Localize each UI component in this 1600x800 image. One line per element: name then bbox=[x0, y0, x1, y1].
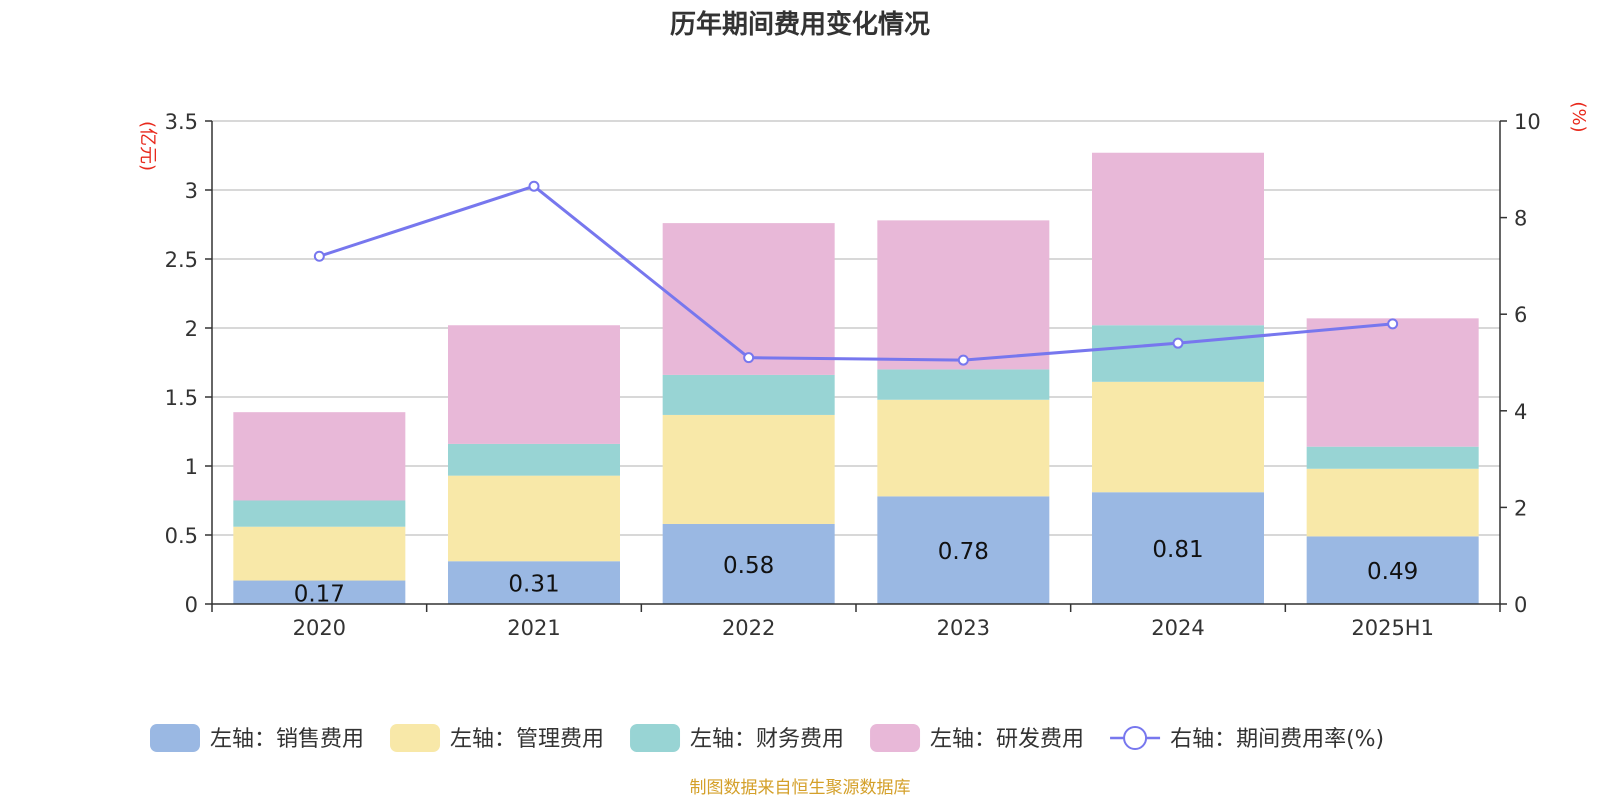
x-tick-label: 2024 bbox=[1151, 616, 1204, 640]
bar-data-label: 0.78 bbox=[938, 539, 989, 565]
x-tick-label: 2023 bbox=[937, 616, 990, 640]
bar-segment-3 bbox=[662, 374, 835, 415]
bar-segment-4 bbox=[1092, 152, 1264, 326]
bar-data-label: 0.31 bbox=[508, 572, 559, 598]
right-tick-label: 0 bbox=[1514, 593, 1527, 617]
bar-segment-2 bbox=[1092, 381, 1264, 493]
legend-swatch-marker bbox=[1123, 726, 1148, 750]
left-tick-label: 3.5 bbox=[165, 110, 198, 134]
rate-point bbox=[743, 352, 755, 364]
bar-segment-3 bbox=[877, 369, 1050, 400]
bars bbox=[233, 152, 1479, 604]
bar-segment-4 bbox=[448, 325, 620, 444]
x-tick-label: 2022 bbox=[722, 616, 775, 640]
legend-item-5[interactable]: 右轴：期间费用率(%) bbox=[1110, 726, 1384, 752]
legend-item-3[interactable]: 左轴：财务费用 bbox=[630, 724, 844, 752]
legend-swatch bbox=[390, 724, 441, 752]
legend-item-2[interactable]: 左轴：管理费用 bbox=[390, 724, 604, 752]
x-tick-label: 2020 bbox=[293, 616, 346, 640]
bar-segment-1 bbox=[448, 561, 620, 604]
rate-point bbox=[957, 354, 969, 366]
left-tick-label: 1 bbox=[185, 455, 198, 479]
left-tick-label: 0 bbox=[185, 593, 198, 617]
bar-segment-4 bbox=[877, 220, 1050, 370]
bar-labels: 0.17 0.31 0.58 0.78 0.81 0.49 bbox=[294, 537, 1419, 607]
rate-point bbox=[313, 250, 325, 262]
bar-segment-4 bbox=[662, 223, 835, 375]
legend-item-1[interactable]: 左轴：销售费用 bbox=[150, 724, 364, 752]
source-note: 制图数据来自恒生聚源数据库 bbox=[690, 778, 911, 798]
bar-segment-2 bbox=[233, 526, 406, 581]
bar-segment-1 bbox=[233, 580, 406, 604]
axes: 0 0.5 1 1.5 2 2.5 3 3.5 0 2 4 6 8 10 2020 2021 2022 2023 2… bbox=[165, 110, 1541, 640]
legend-label: 左轴：管理费用 bbox=[450, 727, 604, 752]
legend-label: 右轴：期间费用率(%) bbox=[1170, 727, 1384, 752]
bar-segment-1 bbox=[1306, 536, 1479, 604]
rate-point bbox=[1172, 337, 1184, 349]
bar-segment-1 bbox=[877, 496, 1050, 604]
rate-line bbox=[313, 180, 1399, 366]
left-tick-label: 0.5 bbox=[165, 524, 198, 548]
left-tick-label: 3 bbox=[185, 179, 198, 203]
right-axis-unit: (%) bbox=[1568, 101, 1589, 132]
bar-data-label: 0.49 bbox=[1367, 559, 1418, 585]
left-tick-label: 1.5 bbox=[165, 386, 198, 410]
bar-data-label: 0.17 bbox=[294, 581, 345, 607]
bar-segment-2 bbox=[1306, 468, 1479, 537]
rate-line-path bbox=[318, 184, 1393, 362]
bar-segment-3 bbox=[1306, 446, 1479, 469]
bar-segment-2 bbox=[877, 399, 1050, 497]
bar-data-label: 0.81 bbox=[1152, 537, 1203, 563]
left-tick-label: 2.5 bbox=[165, 248, 198, 272]
bar-data-label: 0.58 bbox=[723, 553, 774, 579]
legend-item-4[interactable]: 左轴：研发费用 bbox=[870, 724, 1084, 752]
bar-segment-1 bbox=[662, 523, 835, 604]
bar-segment-2 bbox=[448, 475, 620, 562]
legend: 左轴：销售费用 左轴：管理费用 左轴：财务费用 左轴：研发费用 右轴：期间费用率(%) bbox=[150, 724, 1384, 752]
left-axis-unit: (亿元) bbox=[137, 121, 158, 171]
x-tick-label: 2025H1 bbox=[1351, 616, 1434, 640]
rate-point bbox=[528, 180, 540, 192]
grid bbox=[212, 120, 1500, 536]
bar-segment-3 bbox=[1092, 325, 1264, 382]
legend-label: 左轴：销售费用 bbox=[210, 727, 364, 752]
right-tick-label: 8 bbox=[1514, 207, 1527, 231]
bar-segment-2 bbox=[662, 414, 835, 524]
bar-segment-4 bbox=[1306, 318, 1479, 447]
bar-segment-3 bbox=[233, 500, 406, 527]
left-tick-label: 2 bbox=[185, 317, 198, 341]
legend-swatch bbox=[630, 724, 681, 752]
rate-point bbox=[1387, 318, 1399, 330]
bar-segment-1 bbox=[1092, 492, 1264, 604]
chart-title: 历年期间费用变化情况 bbox=[670, 9, 930, 40]
legend-swatch bbox=[150, 724, 200, 752]
x-tick-label: 2021 bbox=[507, 616, 560, 640]
right-tick-label: 6 bbox=[1514, 303, 1527, 327]
legend-label: 左轴：财务费用 bbox=[690, 727, 844, 752]
bar-segment-4 bbox=[233, 412, 406, 501]
right-tick-label: 10 bbox=[1514, 110, 1541, 134]
legend-swatch bbox=[870, 724, 921, 752]
legend-label: 左轴：研发费用 bbox=[930, 727, 1084, 752]
right-tick-label: 2 bbox=[1514, 496, 1527, 520]
right-tick-label: 4 bbox=[1514, 400, 1527, 424]
bar-segment-3 bbox=[448, 443, 620, 476]
